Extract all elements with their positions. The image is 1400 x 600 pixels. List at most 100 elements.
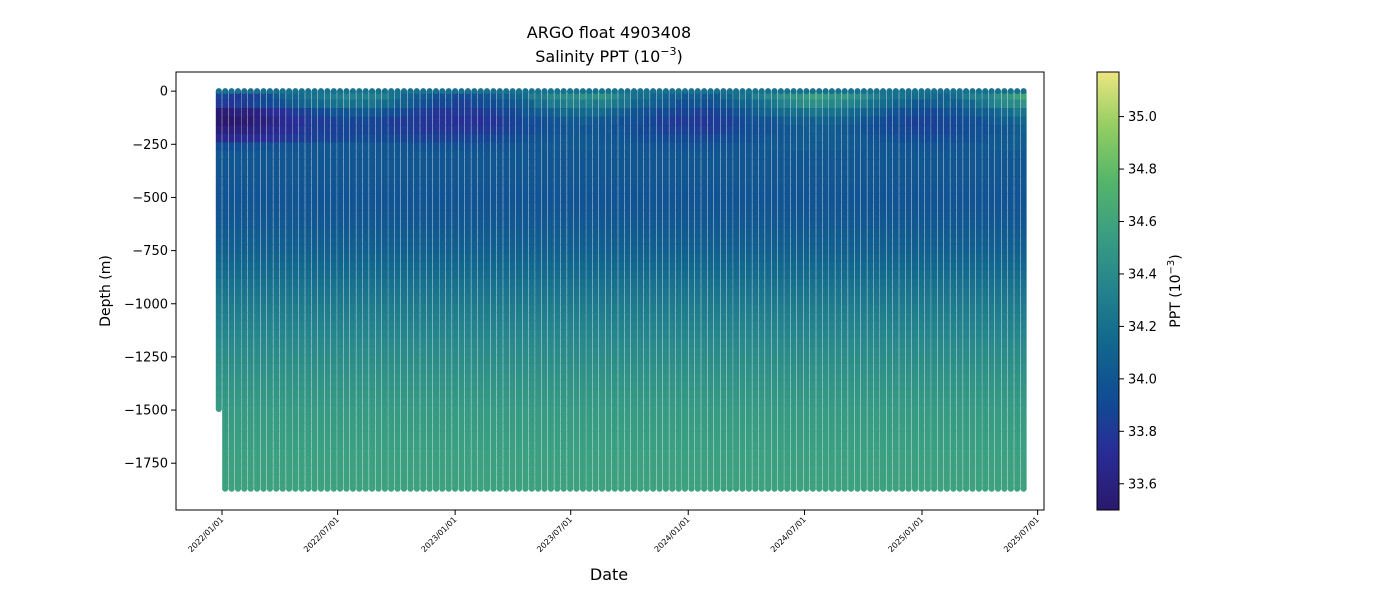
profile-segment xyxy=(554,397,561,407)
profile-segment xyxy=(790,286,797,296)
profile-segment xyxy=(535,422,542,432)
profile-segment xyxy=(592,218,599,228)
profile-segment xyxy=(318,303,324,313)
profile-segment xyxy=(394,303,401,313)
profile-segment xyxy=(567,295,574,305)
profile-segment xyxy=(662,329,669,339)
profile-segment xyxy=(413,176,420,186)
profile-segment xyxy=(637,218,644,228)
profile-segment xyxy=(509,252,516,262)
profile-segment xyxy=(292,286,299,296)
profile-segment xyxy=(439,346,446,356)
profile-segment xyxy=(662,371,669,381)
profile-segment xyxy=(490,210,497,220)
profile-segment xyxy=(656,133,663,143)
profile-endpoint xyxy=(298,88,305,95)
profile-segment xyxy=(388,99,395,109)
profile-segment xyxy=(452,473,459,483)
profile-segment xyxy=(720,448,727,458)
profile-segment xyxy=(797,108,803,118)
profile-segment xyxy=(579,201,586,211)
profile-segment xyxy=(318,142,324,152)
profile-segment xyxy=(388,108,395,118)
profile-segment xyxy=(752,465,759,475)
profile-segment xyxy=(388,176,395,186)
profile-segment xyxy=(241,193,248,203)
profile-segment xyxy=(599,184,605,194)
profile-segment xyxy=(745,346,752,356)
profile-segment xyxy=(707,312,714,322)
profile-segment xyxy=(720,473,727,483)
profile-segment xyxy=(790,363,797,373)
profile-segment xyxy=(797,193,803,203)
profile-segment xyxy=(260,473,267,483)
profile-segment xyxy=(452,252,459,262)
profile-segment xyxy=(535,269,542,279)
profile-segment xyxy=(458,125,465,135)
profile-segment xyxy=(822,414,829,424)
profile-segment xyxy=(599,465,605,475)
profile-segment xyxy=(573,337,580,347)
profile-segment xyxy=(797,371,803,381)
profile-segment xyxy=(675,210,682,220)
profile-segment xyxy=(228,91,235,101)
profile-segment xyxy=(624,125,631,135)
profile-segment xyxy=(490,337,497,347)
profile-segment xyxy=(662,91,669,101)
profile-segment xyxy=(426,465,433,475)
profile-segment xyxy=(362,91,369,101)
profile-segment xyxy=(394,380,401,390)
profile-segment xyxy=(567,354,574,364)
profile-segment xyxy=(496,159,503,169)
profile-segment xyxy=(375,363,382,373)
profile-segment xyxy=(337,465,344,475)
profile-segment xyxy=(822,261,829,271)
profile-segment xyxy=(784,295,791,305)
profile-segment xyxy=(445,380,452,390)
chart-subtitle-tail: ) xyxy=(677,47,683,66)
profile-segment xyxy=(573,167,580,177)
profile-endpoint xyxy=(828,485,835,492)
profile-segment xyxy=(222,431,229,441)
profile-segment xyxy=(420,320,427,330)
profile-column xyxy=(394,88,401,492)
profile-segment xyxy=(560,167,567,177)
profile-segment xyxy=(828,227,835,237)
profile-segment xyxy=(401,201,407,211)
profile-segment xyxy=(375,150,382,160)
profile-segment xyxy=(714,422,720,432)
profile-segment xyxy=(624,261,631,271)
profile-segment xyxy=(765,303,772,313)
profile-segment xyxy=(605,303,612,313)
profile-segment xyxy=(841,227,848,237)
profile-segment xyxy=(707,414,714,424)
profile-segment xyxy=(554,465,561,475)
profile-segment xyxy=(631,346,637,356)
profile-segment xyxy=(516,116,522,126)
profile-segment xyxy=(528,320,535,330)
profile-segment xyxy=(739,320,746,330)
profile-segment xyxy=(215,380,222,390)
profile-segment xyxy=(822,320,829,330)
profile-segment xyxy=(426,91,433,101)
profile-segment xyxy=(439,116,446,126)
profile-segment xyxy=(458,244,465,254)
profile-segment xyxy=(752,210,759,220)
profile-segment xyxy=(573,150,580,160)
profile-segment xyxy=(369,431,376,441)
profile-segment xyxy=(381,439,388,449)
profile-segment xyxy=(330,218,337,228)
profile-segment xyxy=(771,184,778,194)
profile-segment xyxy=(688,303,695,313)
profile-segment xyxy=(260,320,267,330)
profile-segment xyxy=(292,91,299,101)
profile-endpoint xyxy=(592,485,599,492)
profile-segment xyxy=(592,159,599,169)
profile-segment xyxy=(279,184,286,194)
profile-segment xyxy=(567,448,574,458)
profile-segment xyxy=(522,295,529,305)
profile-segment xyxy=(439,269,446,279)
profile-segment xyxy=(286,91,293,101)
profile-segment xyxy=(235,227,241,237)
profile-segment xyxy=(624,422,631,432)
